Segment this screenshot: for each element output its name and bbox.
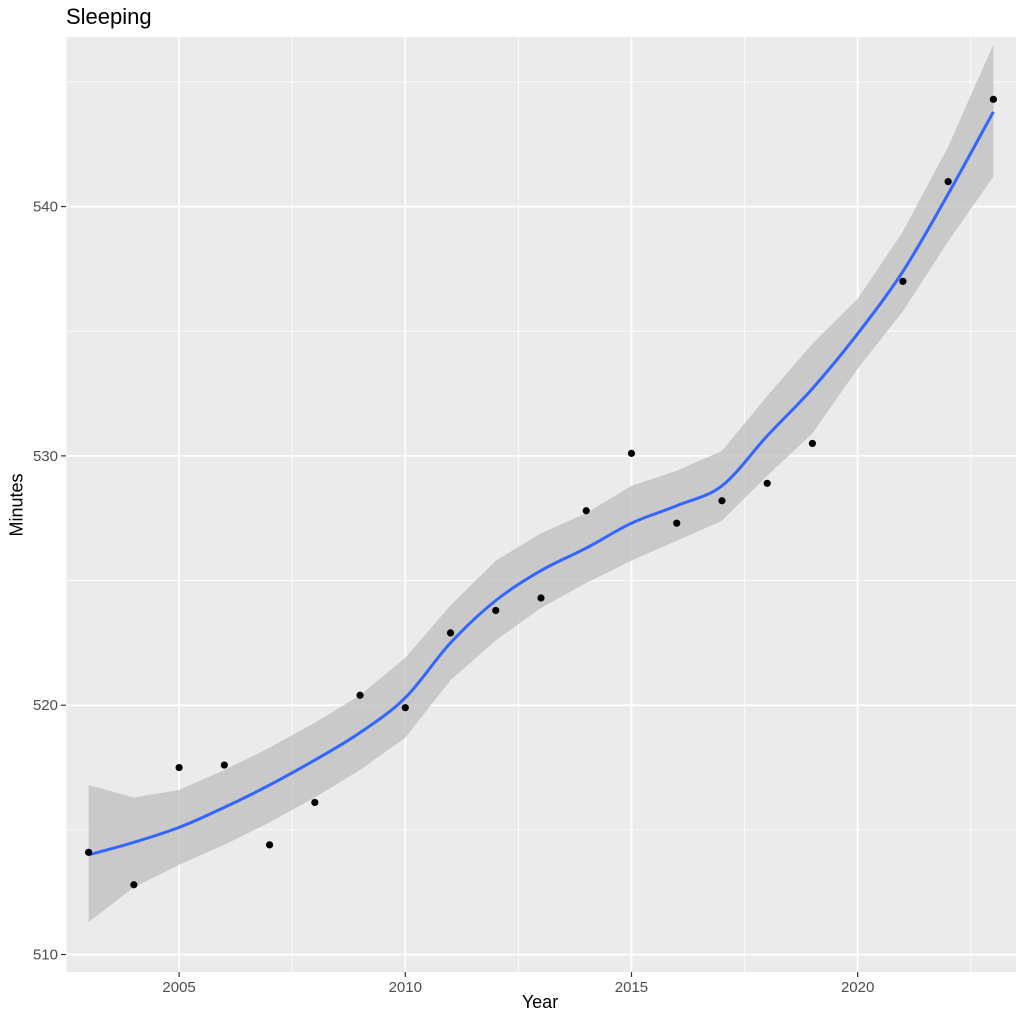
x-tick-label: 2015 [615, 979, 648, 996]
data-point [763, 479, 771, 487]
x-tick-label: 2010 [389, 979, 422, 996]
data-point [673, 519, 681, 527]
data-point [808, 439, 817, 448]
data-point [175, 763, 183, 772]
data-points [85, 95, 997, 889]
data-point [899, 277, 907, 285]
y-tick-label: 530 [33, 448, 58, 465]
data-point [356, 691, 364, 699]
chart-title: Sleeping [66, 4, 152, 29]
data-point [537, 594, 545, 602]
data-point [446, 629, 455, 637]
y-tick-label: 520 [33, 697, 58, 714]
smooth-trend-line [88, 111, 995, 857]
data-point [130, 881, 138, 889]
data-point [989, 95, 997, 103]
data-point [311, 798, 319, 807]
x-tick-label: 2005 [162, 979, 195, 996]
data-point [265, 841, 274, 849]
y-tick-labels: 510 520 530 540 [33, 199, 58, 964]
data-point [944, 178, 952, 186]
data-point [85, 848, 93, 856]
data-point [401, 704, 409, 712]
axis-ticks [61, 205, 859, 977]
y-tick-label: 540 [33, 199, 58, 216]
data-point [627, 449, 636, 457]
data-point [492, 606, 500, 615]
data-point [718, 497, 726, 505]
x-tick-label: 2020 [841, 979, 874, 996]
x-tick-labels: 2005 2010 2015 2020 [162, 979, 874, 996]
data-point [582, 507, 590, 515]
data-point [220, 761, 228, 769]
y-tick-label: 510 [33, 947, 58, 964]
x-axis-title: Year [521, 992, 559, 1012]
confidence-band [88, 44, 994, 923]
